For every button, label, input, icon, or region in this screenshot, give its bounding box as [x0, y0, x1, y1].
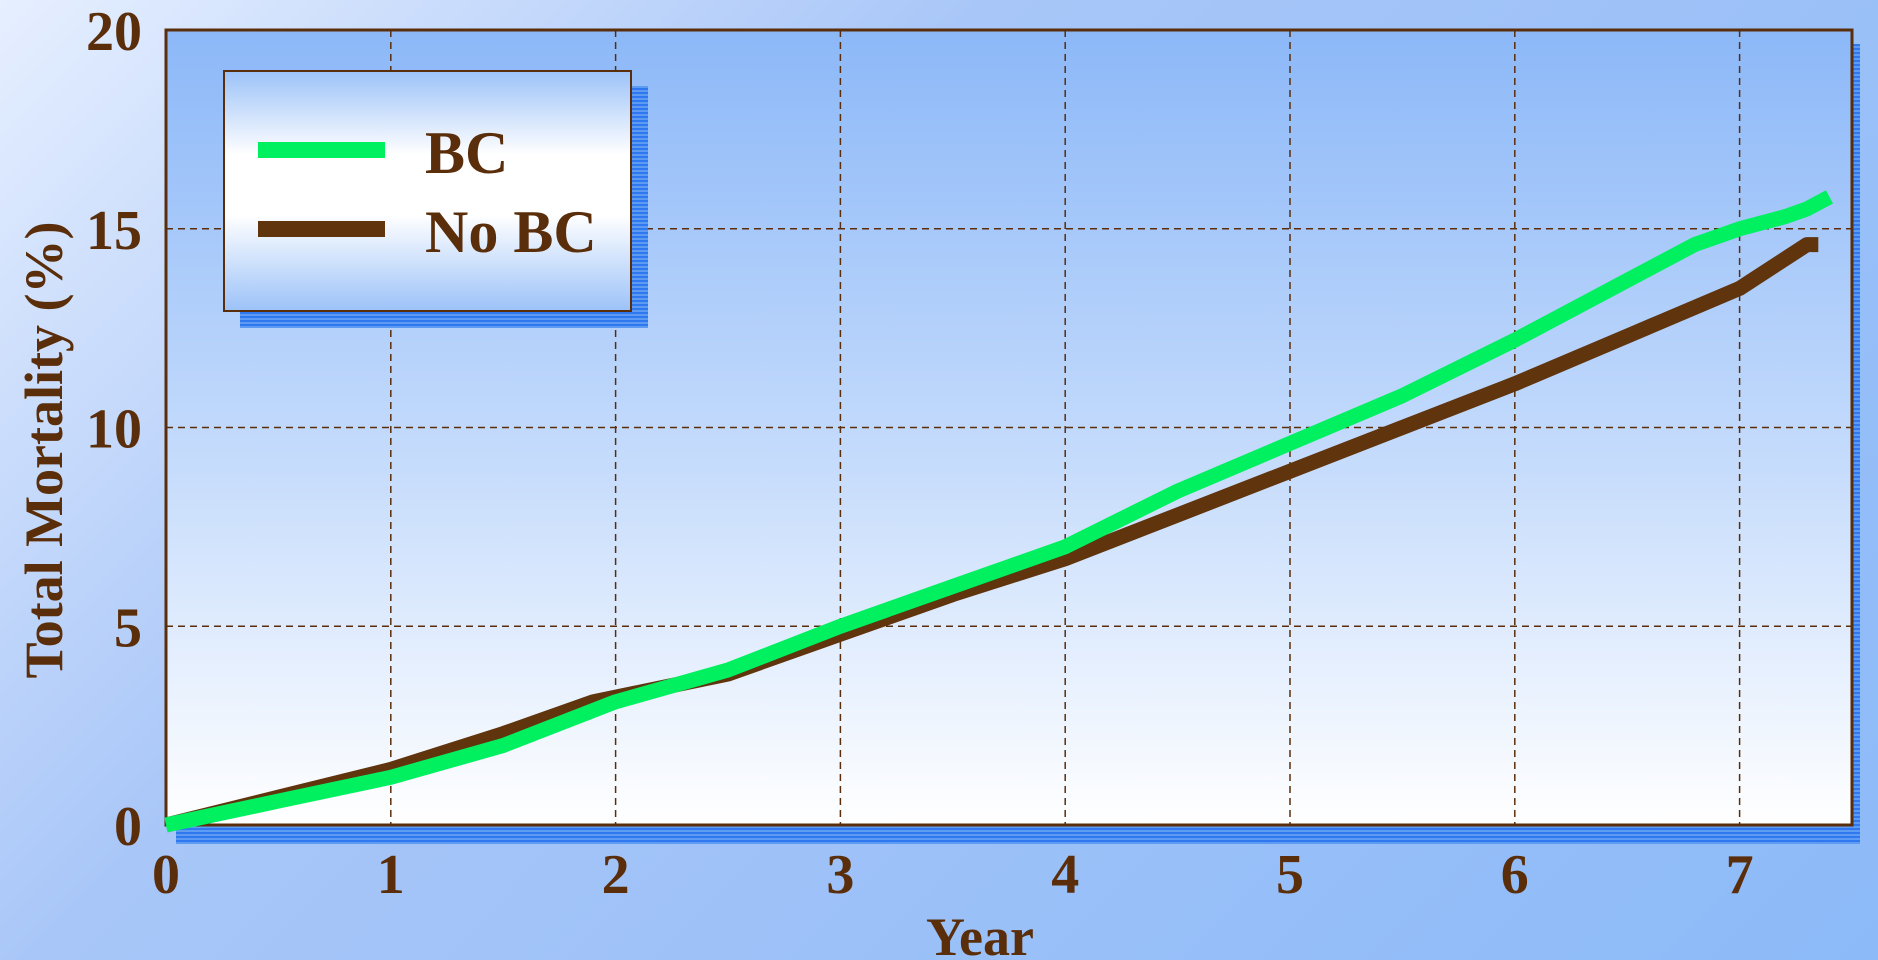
legend-label-no-bc: No BC	[425, 199, 597, 265]
legend: BC No BC	[223, 70, 648, 328]
x-tick-label: 2	[602, 844, 630, 906]
y-axis-title: Total Mortality (%)	[14, 222, 74, 679]
y-tick-labels: 0 5 10 15 20	[86, 1, 142, 858]
series-lines	[164, 190, 1834, 833]
x-tick-label: 7	[1726, 844, 1754, 906]
series-line-no-bc	[164, 237, 1819, 833]
x-tick-label: 5	[1276, 844, 1304, 906]
x-axis-title: Year	[926, 907, 1034, 960]
legend-label-bc: BC	[425, 120, 508, 186]
legend-box	[223, 70, 632, 312]
x-tick-label: 0	[152, 844, 180, 906]
x-tick-labels: 0 1 2 3 4 5 6 7	[152, 844, 1754, 906]
series-line-bc	[164, 190, 1834, 833]
y-tick-label: 5	[114, 597, 142, 659]
y-tick-label: 20	[86, 1, 142, 63]
x-tick-label: 3	[826, 844, 854, 906]
x-tick-label: 4	[1051, 844, 1079, 906]
y-tick-label: 10	[86, 399, 142, 461]
x-tick-label: 6	[1501, 844, 1529, 906]
x-tick-label: 1	[377, 844, 405, 906]
y-tick-label: 0	[114, 796, 142, 858]
y-tick-label: 15	[86, 200, 142, 262]
